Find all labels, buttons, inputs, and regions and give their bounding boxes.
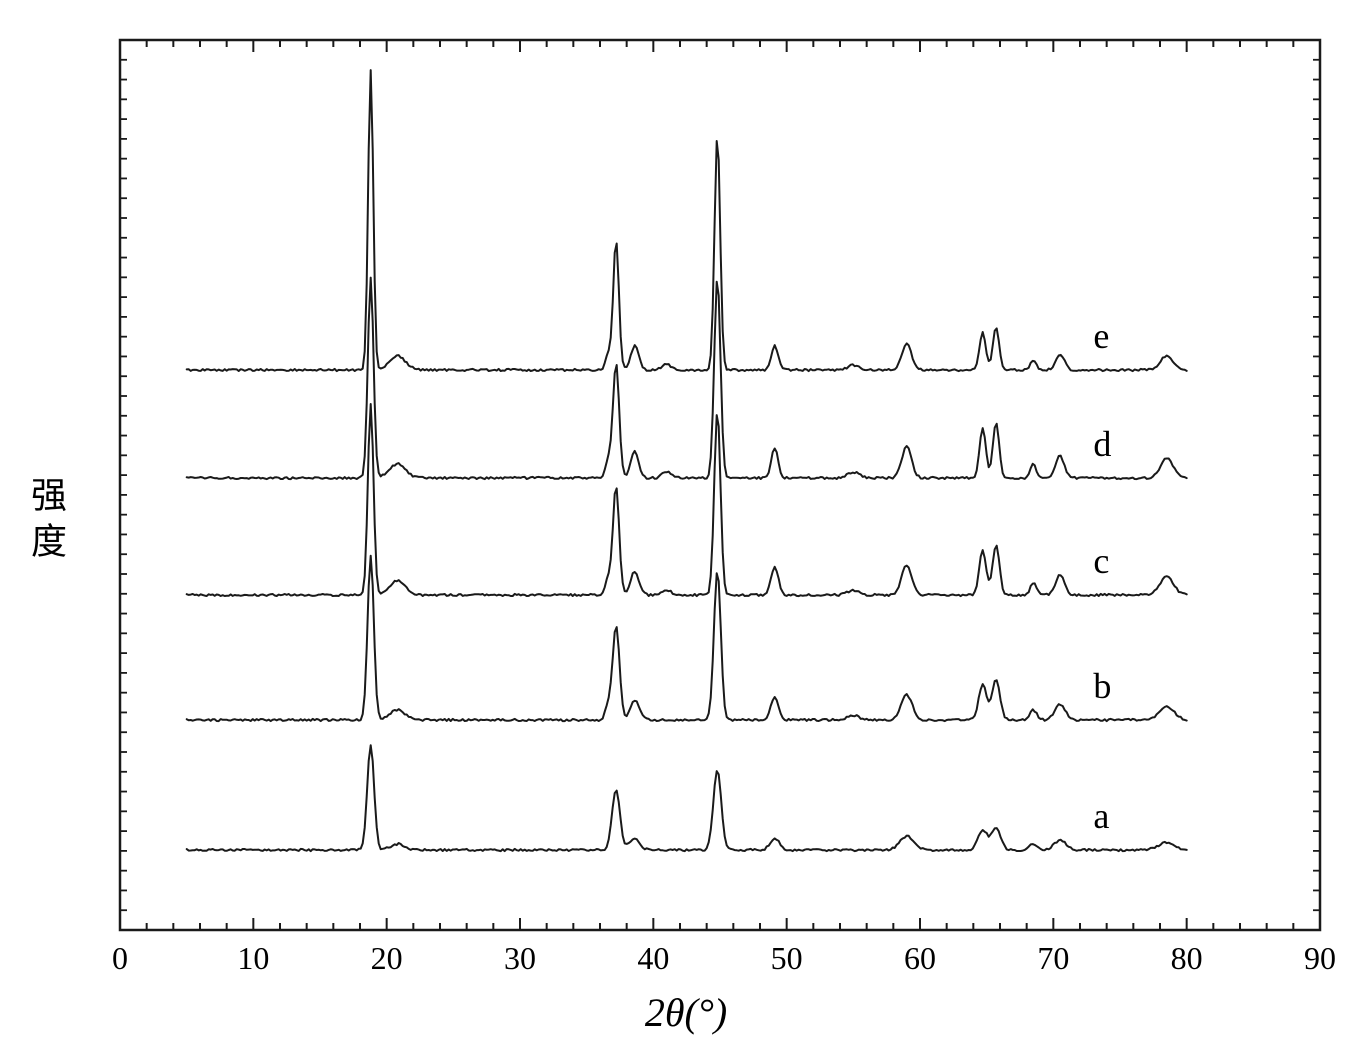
x-tick-label: 40	[637, 940, 669, 977]
trace-label-b: b	[1093, 665, 1111, 707]
xrd-trace-d	[187, 278, 1187, 480]
chart-svg	[0, 0, 1372, 1044]
xrd-trace-c	[187, 404, 1187, 596]
x-tick-label: 60	[904, 940, 936, 977]
trace-label-e: e	[1093, 315, 1109, 357]
x-tick-label: 20	[371, 940, 403, 977]
trace-label-a: a	[1093, 795, 1109, 837]
x-tick-label: 50	[771, 940, 803, 977]
trace-label-c: c	[1093, 540, 1109, 582]
xrd-trace-e	[187, 70, 1187, 371]
xrd-chart: 强度 2θ(°) 0 10 20 30 40 50 60 70 80 90 a b c d e	[0, 0, 1372, 1044]
xrd-trace-a	[187, 745, 1187, 851]
x-tick-label: 70	[1037, 940, 1069, 977]
trace-label-d: d	[1093, 423, 1111, 465]
x-tick-label: 80	[1171, 940, 1203, 977]
xrd-trace-b	[187, 556, 1187, 721]
x-tick-label: 0	[112, 940, 128, 977]
x-tick-label: 30	[504, 940, 536, 977]
x-axis-label: 2θ(°)	[645, 989, 727, 1036]
x-tick-label: 90	[1304, 940, 1336, 977]
x-tick-label: 10	[237, 940, 269, 977]
y-axis-label: 强度	[20, 476, 72, 568]
